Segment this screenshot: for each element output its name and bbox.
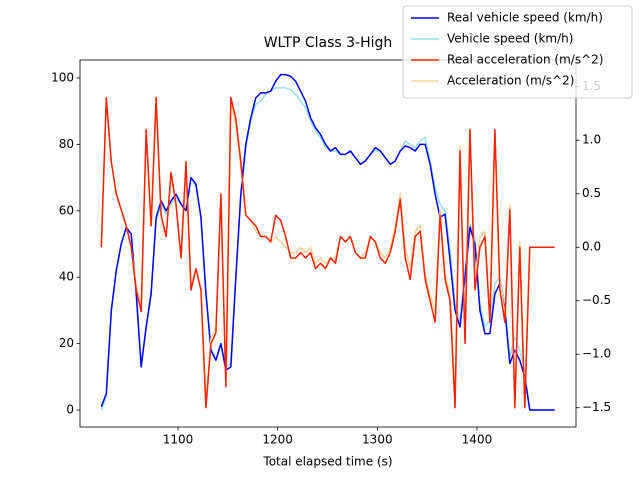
y-tick-label: 80 [59,137,74,151]
y-tick-label: 60 [59,203,74,217]
legend-label: Real vehicle speed (km/h) [447,11,603,25]
y2-tick-label: −0.5 [582,293,611,307]
x-tick-label: 1400 [462,433,493,447]
x-tick-label: 1100 [163,433,194,447]
series-line [100,73,555,411]
y2-tick-label: 0.0 [582,240,601,254]
legend-label: Acceleration (m/s^2) [447,74,574,88]
x-tick-label: 1300 [362,433,393,447]
y-tick-label: 100 [51,70,74,84]
y2-tick-label: 0.5 [582,186,601,200]
legend-label: Real acceleration (m/s^2) [447,53,603,67]
chart-title: WLTP Class 3-High [264,35,393,51]
axes-frame [79,59,577,428]
x-tick-label: 1200 [262,433,293,447]
series-line [100,96,555,409]
legend-label: Vehicle speed (km/h) [447,32,573,46]
x-axis-label: Total elapsed time (s) [262,455,392,469]
legend-box [402,5,633,99]
y2-tick-label: −1.5 [582,400,611,414]
y-tick-label: 0 [66,403,74,417]
y-tick-label: 40 [59,270,74,284]
y2-tick-label: 1.0 [582,133,601,147]
y2-tick-label: −1.0 [582,347,611,361]
y-tick-label: 20 [59,336,74,350]
plot-area [100,73,555,411]
